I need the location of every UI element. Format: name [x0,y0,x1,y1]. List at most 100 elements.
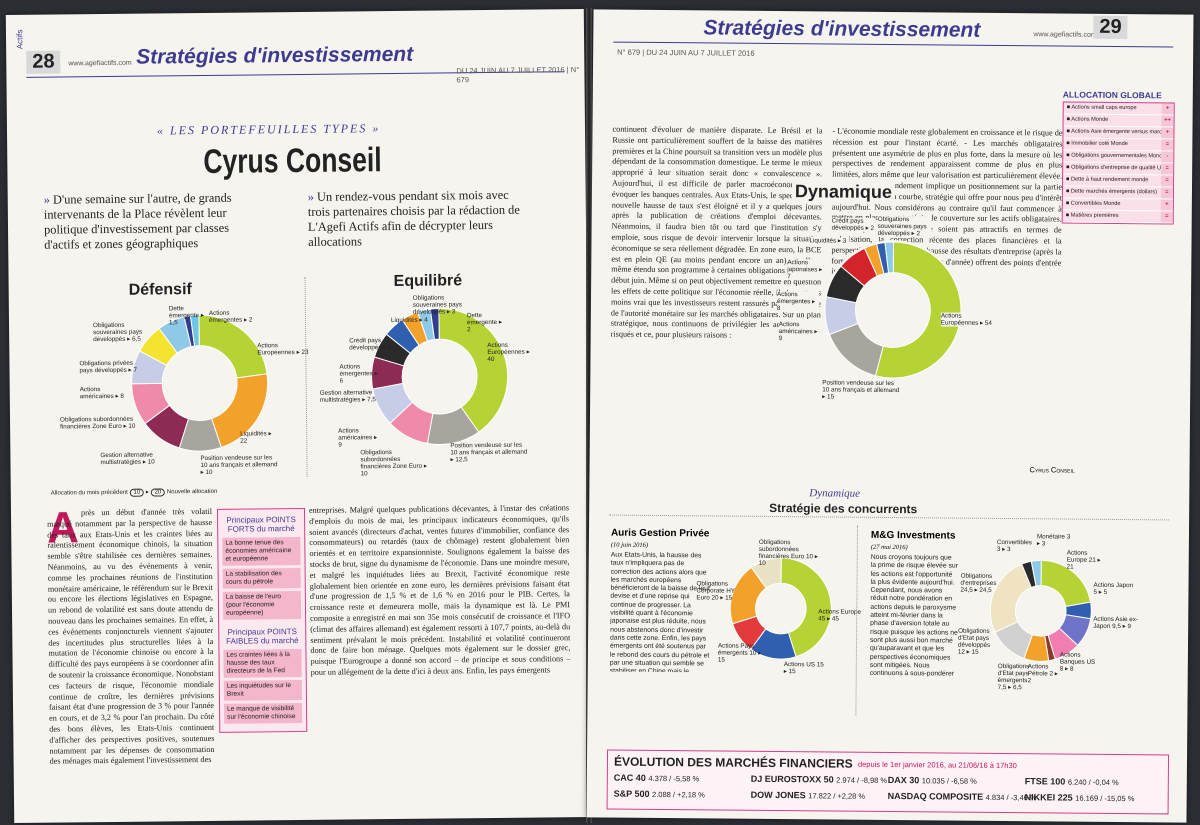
allocation-asset: ■ Convertibles Monde [1065,200,1121,208]
points-faibles-title: Principaux POINTS FAIBLES du marché [226,627,299,646]
allocation-row: ■ Convertibles Monde + [1062,198,1173,212]
allocation-sign: = [1160,211,1173,223]
allocation-row: ■ Obligations gouvernementales Monde - [1063,150,1174,164]
lbl-equ-actions-americaines: Actions américaines ▸ 9 [338,427,378,449]
allocation-sign: - [1161,151,1174,163]
lbl-mg-actions-asie: Actions Asie ex-Japon 9,5 ▸ 9 [1093,615,1139,631]
allocation-asset: ■ Actions Monde [1066,116,1109,123]
lbl-dyn-obligations-souveraines: Obligations souveraines pays développés … [877,215,932,238]
lbl-dyn-liquidites: Liquidités ▸ 3 [809,237,850,245]
lbl-equ-position-vendeuse: Position vendeuse sur les 10 ans françai… [450,441,528,464]
lbl-equ-liquidites: Liquidités ▸ 4 [390,316,428,325]
lbl-mg-actions-banques: Actions Banques US 8 ▸ 8 [1059,651,1096,673]
lbl-mg-obligations-entreprises: Obligations d'entreprises 24,5 ▸ 24,5 [960,572,997,594]
point-faible-item: Les inquiétudes sur le Brexit [223,679,302,701]
auris-date: (10 juin 2016) [610,541,649,549]
pie-chart-dynamique [822,239,964,381]
lbl-mg-monetaire: Monétaire 3 ▸ 3 [1036,533,1071,548]
mg-slice-9 [1030,559,1042,587]
chart-title-equilibre: Equilibré [393,272,463,291]
side-tab: Actifs [15,29,25,50]
lbl-def-obligations-subordonnees: Obligations subordonnées financières Zon… [59,415,136,431]
defensif-hole [163,346,237,420]
pie-chart-mg [989,559,1092,662]
allocation-sign: = [1161,175,1174,187]
point-faible-item: Le manque de visibilité sur l'économie c… [224,702,303,724]
allocation-row: ■ Obligations d'entreprise de qualité US… [1063,162,1174,176]
lbl-mg-obligations-emergents: Obligations d'Etat pays émergents 7,5 ▸ … [997,662,1030,692]
chart-title-dynamique: Dynamique [791,181,896,204]
market-index-value: 17.822 / +2,28 % [808,791,866,801]
headline: Cyrus Conseil [203,141,382,181]
market-index-name: NASDAQ COMPOSITE [887,790,986,802]
market-index: NASDAQ COMPOSITE 4.834 / -3,46 % [888,791,1037,802]
intro-left: » D'une semaine sur l'autre, de grands i… [43,190,232,252]
pie-chart-equilibre [371,308,509,446]
market-index-name: DOW JONES [750,789,809,801]
market-index-value: 4.378 / -5,58 % [648,773,700,784]
lbl-def-dette-emergente: Dette émergente ▸ 1,5 [168,305,205,327]
allocation-sign: ++ [1161,115,1174,127]
allocation-sign: = [1160,187,1174,199]
auris-slice-0 [780,557,832,658]
lbl-auris-actions-emergents: Actions Pays émergents 10 ▸ 15 [717,642,762,664]
chart-legend: Allocation du mois précédent 10 ▸ 20 Nou… [50,488,218,497]
allocation-sign: + [1161,127,1174,139]
allocation-sign: + [1161,103,1174,115]
allocation-asset: ■ Immobilier coté Monde [1066,140,1128,148]
allocation-title: ALLOCATION GLOBALE [1062,89,1162,101]
allocation-table: ■ Actions small caps europe + ■ Actions Mo… [1061,101,1175,225]
market-index: DAX 30 10.035 / -6,58 % [888,775,977,786]
chart-title-defensif: Défensif [128,281,192,299]
auris-hole [756,584,806,633]
lbl-auris-obligations-hy: Obligations Corporate HY Euro 20 ▸ 15 [696,580,735,602]
article-column-2: entreprises. Malgré quelques publication… [308,503,571,677]
points-faibles-list: Les craintes liées à la hausse des taux … [223,648,303,724]
issue-info-right: N° 679 | DU 24 JUIN AU 7 JUILLET 2016 [617,47,755,58]
market-index: S&P 500 2.088 / +2,18 % [614,789,705,800]
points-box: Principaux POINTS FORTS du marché La bon… [216,507,308,733]
lbl-equ-actions-europeennes: Actions Européennes ▸ 40 [487,341,530,364]
allocation-globale: ALLOCATION GLOBALE ■ Actions small caps … [1061,89,1175,225]
allocation-row: ■ Matières premières = [1062,210,1173,224]
allocation-asset: ■ Dette marchés émergents (dollars) [1065,188,1158,196]
allocation-row: ■ Actions small caps europe + [1063,102,1174,116]
rubric-text: LES PORTEFEUILLES TYPES [169,121,368,138]
mg-date: (27 mai 2016) [870,543,908,552]
market-index-value: 2.088 / +2,18 % [652,789,705,800]
issue-info: DU 24 JUIN AU 7 JUILLET 2016 | N° 679 [456,65,580,85]
site-url-right: www.agefiactifs.com [1033,31,1097,39]
point-fort-item: La baisse de l'euro (pour l'économie eur… [222,590,302,620]
evolution-marches-box: ÉVOLUTION DES MARCHÉS FINANCIERS depuis … [606,749,1170,815]
evolution-title: ÉVOLUTION DES MARCHÉS FINANCIERS [613,754,853,771]
allocation-row: ■ Actions Asie émergente versus marchés … [1063,126,1174,140]
concurrents-kicker: Dynamique [809,487,861,500]
page-number: 28 [26,50,61,74]
site-url: www.agefiactifs.com [68,59,132,68]
evolution-subtitle: depuis le 1er janvier 2016, au 21/06/16 … [857,759,1017,771]
market-index-value: 6.240 / -0,04 % [1067,777,1119,788]
market-index: DJ EUROSTOXX 50 2.974 / -8,98 % [751,774,887,785]
mg-text: Nous croyons toujours que la prime de ri… [869,553,959,677]
lbl-dyn-actions-americaines: Actions américaines ▸ 9 [778,321,821,343]
allocation-asset: ■ Obligations d'entreprise de qualité US… [1066,164,1162,172]
auris-slice-4 [750,557,782,589]
market-index-name: CAC 40 [613,772,649,783]
article-column-1: près un début d'année très volatil marqu… [47,506,215,766]
intro-left-text: D'une semaine sur l'autre, de grands int… [43,190,232,252]
equilibre-slice-0 [438,308,509,433]
dynamique-hole [856,273,930,347]
lbl-dyn-position-vendeuse: Position vendeuse sur les 10 ans françai… [822,379,903,402]
allocation-sign: = [1161,139,1174,151]
lbl-mg-convertibles: Convertibles 3 ▸ 3 [996,538,1032,554]
lbl-mg-actions-petrole: Actions Pétrole 2 ▸ 2 [1027,663,1058,685]
pie-chart-defensif [131,314,269,452]
market-index: FTSE 100 6.240 / -0,04 % [1025,776,1119,787]
market-index-name: DAX 30 [887,774,922,786]
allocation-asset: ■ Matières premières [1065,212,1119,219]
lbl-def-obligations-souveraines: Obligations souveraines pays développés … [93,321,143,344]
market-index-value: 2.974 / -8,98 % [836,775,888,785]
lbl-dyn-credit-pays: Crédit pays développés ▸ 2 [831,217,876,232]
allocation-row: ■ Immobilier coté Monde = [1063,138,1174,152]
equilibre-hole [403,340,476,413]
